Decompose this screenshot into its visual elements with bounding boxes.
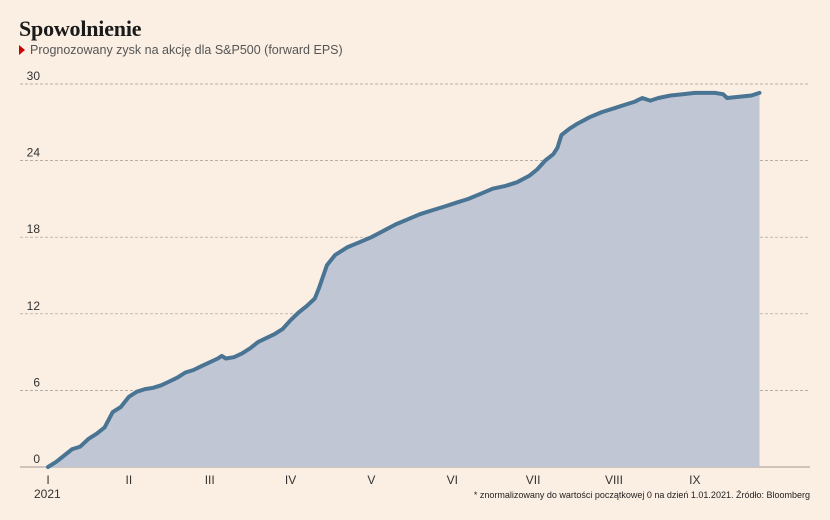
x-axis-ticks: I II III IV V VI VII VIII IX <box>46 473 700 487</box>
y-axis-ticks: 0 6 12 18 24 30 <box>27 69 41 466</box>
y-tick-label: 12 <box>27 299 41 313</box>
x-tick-label: IX <box>689 473 700 487</box>
y-tick-label: 30 <box>27 69 41 83</box>
series-area <box>48 92 760 468</box>
series-line <box>46 90 762 469</box>
y-tick-label: 18 <box>27 222 41 236</box>
x-tick-label: VII <box>526 473 541 487</box>
footnote: * znormalizowany do wartości początkowej… <box>473 490 810 500</box>
x-tick-label: II <box>126 473 133 487</box>
x-tick-label: I <box>46 473 49 487</box>
x-tick-label: IV <box>285 473 296 487</box>
x-tick-label: V <box>367 473 375 487</box>
red-triangle-icon <box>19 45 25 55</box>
y-tick-label: 0 <box>33 452 40 466</box>
year-label: 2021 <box>34 487 61 501</box>
x-tick-label: III <box>205 473 215 487</box>
chart-title: Spowolnienie <box>19 16 142 41</box>
y-tick-label: 24 <box>27 146 41 160</box>
y-tick-label: 6 <box>33 375 40 389</box>
x-tick-label: VIII <box>605 473 623 487</box>
subtitle-text: Prognozowany zysk na akcję dla S&P500 (f… <box>30 43 343 57</box>
chart-subtitle: Prognozowany zysk na akcję dla S&P500 (f… <box>19 43 343 57</box>
x-tick-label: VI <box>447 473 458 487</box>
